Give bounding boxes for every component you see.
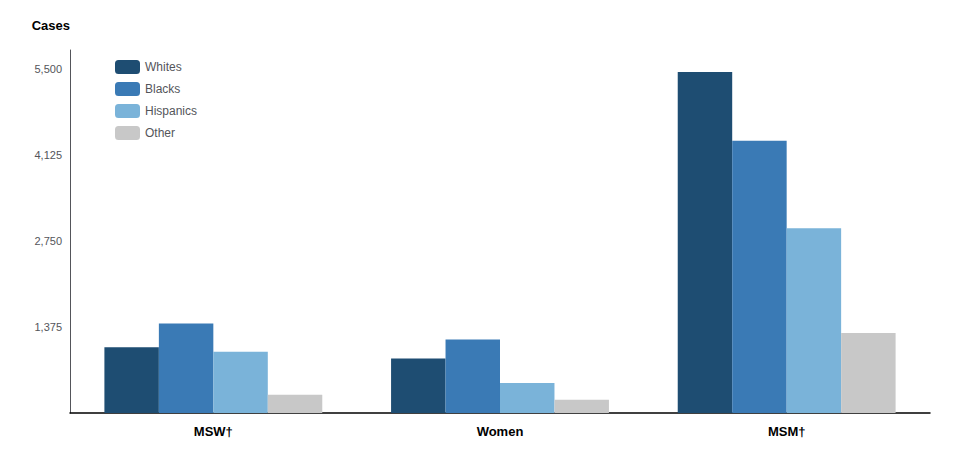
- svg-text:Blacks: Blacks: [145, 82, 180, 96]
- svg-text:Cases: Cases: [32, 18, 70, 33]
- svg-text:2,750: 2,750: [34, 235, 62, 247]
- svg-text:5,500: 5,500: [34, 63, 62, 75]
- svg-text:Women: Women: [477, 424, 524, 439]
- svg-text:Hispanics: Hispanics: [145, 104, 197, 118]
- svg-text:Other: Other: [145, 126, 175, 140]
- svg-text:Whites: Whites: [145, 60, 182, 74]
- svg-text:4,125: 4,125: [34, 149, 62, 161]
- svg-text:MSW†: MSW†: [194, 424, 233, 439]
- svg-text:MSM†: MSM†: [768, 424, 806, 439]
- svg-text:1,375: 1,375: [34, 321, 62, 333]
